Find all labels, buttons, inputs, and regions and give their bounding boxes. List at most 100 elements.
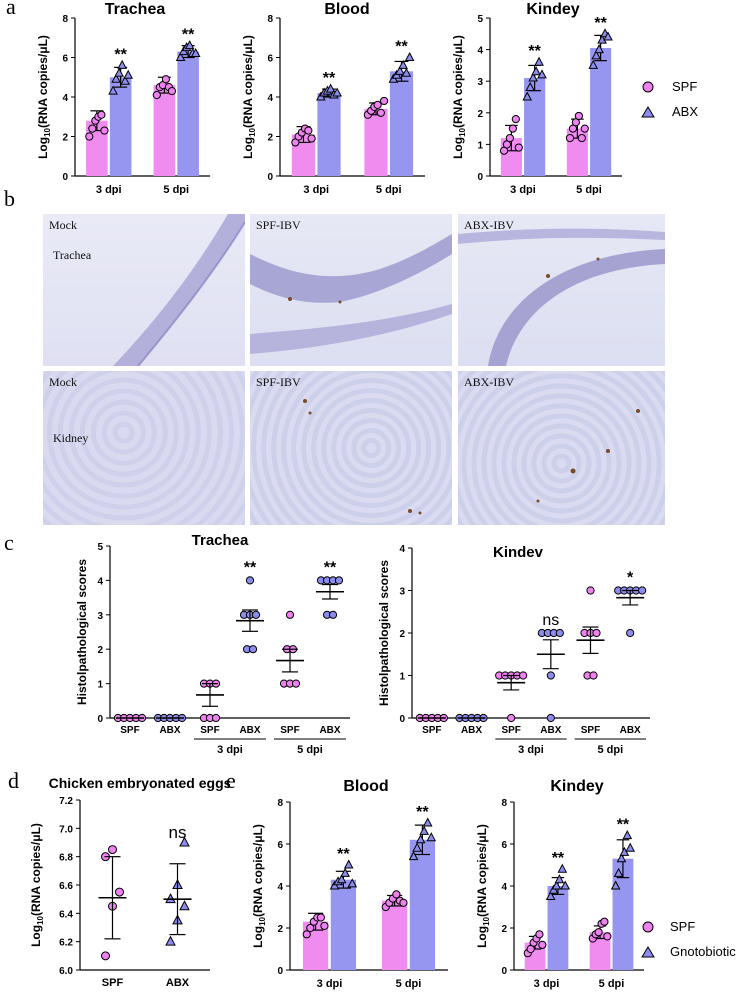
data-point xyxy=(179,900,190,911)
y-tick-label: 0 xyxy=(399,714,405,725)
data-point xyxy=(415,834,426,844)
y-tick-label: 0 xyxy=(501,966,507,977)
y-tick-label: 0 xyxy=(62,172,68,183)
data-point xyxy=(399,898,408,907)
significance-label: ** xyxy=(337,846,350,863)
data-point xyxy=(376,108,385,117)
micrograph-trachea-abx-ibv: ABX-IBV xyxy=(458,214,665,366)
x-tick-label: 3 dpi xyxy=(510,184,536,195)
panel-label-a: a xyxy=(6,0,16,19)
x-tick-label: 5 dpi xyxy=(599,978,625,990)
bar xyxy=(547,886,569,970)
y-tick-label: 2 xyxy=(97,645,103,656)
x-tick-label: SPF xyxy=(422,725,441,736)
y-tick-label: 8 xyxy=(267,14,273,25)
data-point xyxy=(525,81,536,92)
data-point xyxy=(545,890,556,900)
x-tick-label: 5 dpi xyxy=(576,184,602,195)
legend-e: SPF Gnotobiotic xyxy=(640,918,755,968)
y-tick-label: 2 xyxy=(62,133,68,144)
data-point xyxy=(622,830,633,840)
data-point xyxy=(626,628,635,638)
data-point xyxy=(108,845,117,855)
data-point xyxy=(546,713,555,723)
significance-label: ** xyxy=(617,817,630,834)
y-tick-label: 5 xyxy=(97,542,103,553)
bar xyxy=(177,51,199,177)
data-point xyxy=(190,47,201,58)
data-point xyxy=(251,610,261,619)
data-point xyxy=(165,935,176,946)
data-point xyxy=(380,96,389,106)
y-tick-label: 7.0 xyxy=(59,824,73,835)
data-point xyxy=(101,951,110,961)
x-tick-label: 3 dpi xyxy=(534,978,560,990)
y-axis-label: Log10(RNA copies/μL) xyxy=(241,35,257,159)
data-point xyxy=(111,73,121,83)
data-point xyxy=(302,930,311,939)
y-tick-label: 1 xyxy=(399,672,405,683)
chart-title: Trachea xyxy=(192,532,249,549)
chart-a-blood: Blood Log10(RNA copies/μL) 0 2 4 6 8 3 dpi ** 5 d… xyxy=(241,1,425,195)
y-axis-label: Log10(RNA copies/μL) xyxy=(451,35,467,159)
data-point xyxy=(589,671,598,680)
data-point xyxy=(336,874,347,884)
data-point xyxy=(184,40,195,50)
data-point xyxy=(108,85,118,95)
chart-title: Kindey xyxy=(526,1,579,18)
data-point xyxy=(340,867,351,877)
group-label: 3 dpi xyxy=(217,744,243,756)
data-point xyxy=(507,713,516,723)
y-tick-label: 2 xyxy=(399,629,405,640)
x-tick-label: 5 dpi xyxy=(396,978,422,990)
data-point xyxy=(546,671,555,680)
panel-label-e: e xyxy=(226,768,236,793)
y-tick-label: 2 xyxy=(277,924,283,935)
group-label: 5 dpi xyxy=(597,744,623,756)
significance-label: ** xyxy=(416,804,429,821)
x-tick-label: 3 dpi xyxy=(317,978,343,990)
data-point xyxy=(594,44,604,54)
data-point xyxy=(325,83,336,93)
legend-a: SPF ABX xyxy=(640,78,750,128)
y-tick-label: 7.2 xyxy=(59,796,73,807)
x-tick-label: 5 dpi xyxy=(163,184,189,195)
y-tick-label: 2 xyxy=(267,133,273,144)
y-tick-label: 8 xyxy=(62,14,68,25)
data-point xyxy=(511,115,520,124)
legend-spf-marker xyxy=(642,921,654,933)
data-point xyxy=(245,576,255,585)
y-tick-label: 0 xyxy=(97,714,103,725)
data-point xyxy=(100,126,109,135)
chart-c-trachea: Trachea Histolpathological scores 0 1 2 3 4 5 SP… xyxy=(75,532,350,756)
y-tick-label: 4 xyxy=(477,46,483,57)
y-tick-label: 6.0 xyxy=(59,966,73,977)
x-tick-label: SPF xyxy=(120,725,139,736)
data-point xyxy=(638,586,647,595)
chart-a-trachea: Trachea Log10(RNA copies/μL) 0 2 4 6 8 3 dpi ** 5… xyxy=(36,1,210,195)
group-label: 3 dpi xyxy=(518,744,544,756)
chart-c-kidney: Kindev Histolpathological scores 0 1 2 3 4 SPF A… xyxy=(377,544,650,756)
legend-abx-marker xyxy=(641,106,655,118)
data-point xyxy=(88,124,97,133)
data-point xyxy=(577,133,586,143)
data-point xyxy=(395,65,405,75)
bar xyxy=(389,71,414,176)
data-point xyxy=(519,671,528,680)
micrograph-label: Mock xyxy=(49,218,77,232)
y-tick-label: 3 xyxy=(399,587,405,598)
data-point xyxy=(538,940,547,949)
y-tick-label: 1 xyxy=(97,680,103,691)
micrograph-label: ABX-IBV xyxy=(464,375,514,389)
x-tick-label: 5 dpi xyxy=(376,184,402,195)
x-tick-label: SPF xyxy=(280,725,299,736)
chart-e-kidney: Kindey Log10(RNA copies/μL) 0 2 4 6 8 3 dpi ** 5 … xyxy=(475,778,644,990)
chart-a-kidney: Kindey Log10(RNA copies/μL) 0 1 2 3 4 5 3 dpi ** 5… xyxy=(451,1,622,195)
x-tick-label: ABX xyxy=(319,725,340,736)
data-point xyxy=(560,880,571,890)
data-point xyxy=(554,874,565,884)
data-point xyxy=(580,124,589,133)
data-point xyxy=(422,817,433,827)
data-point xyxy=(115,887,124,897)
significance-label: ** xyxy=(552,850,565,867)
